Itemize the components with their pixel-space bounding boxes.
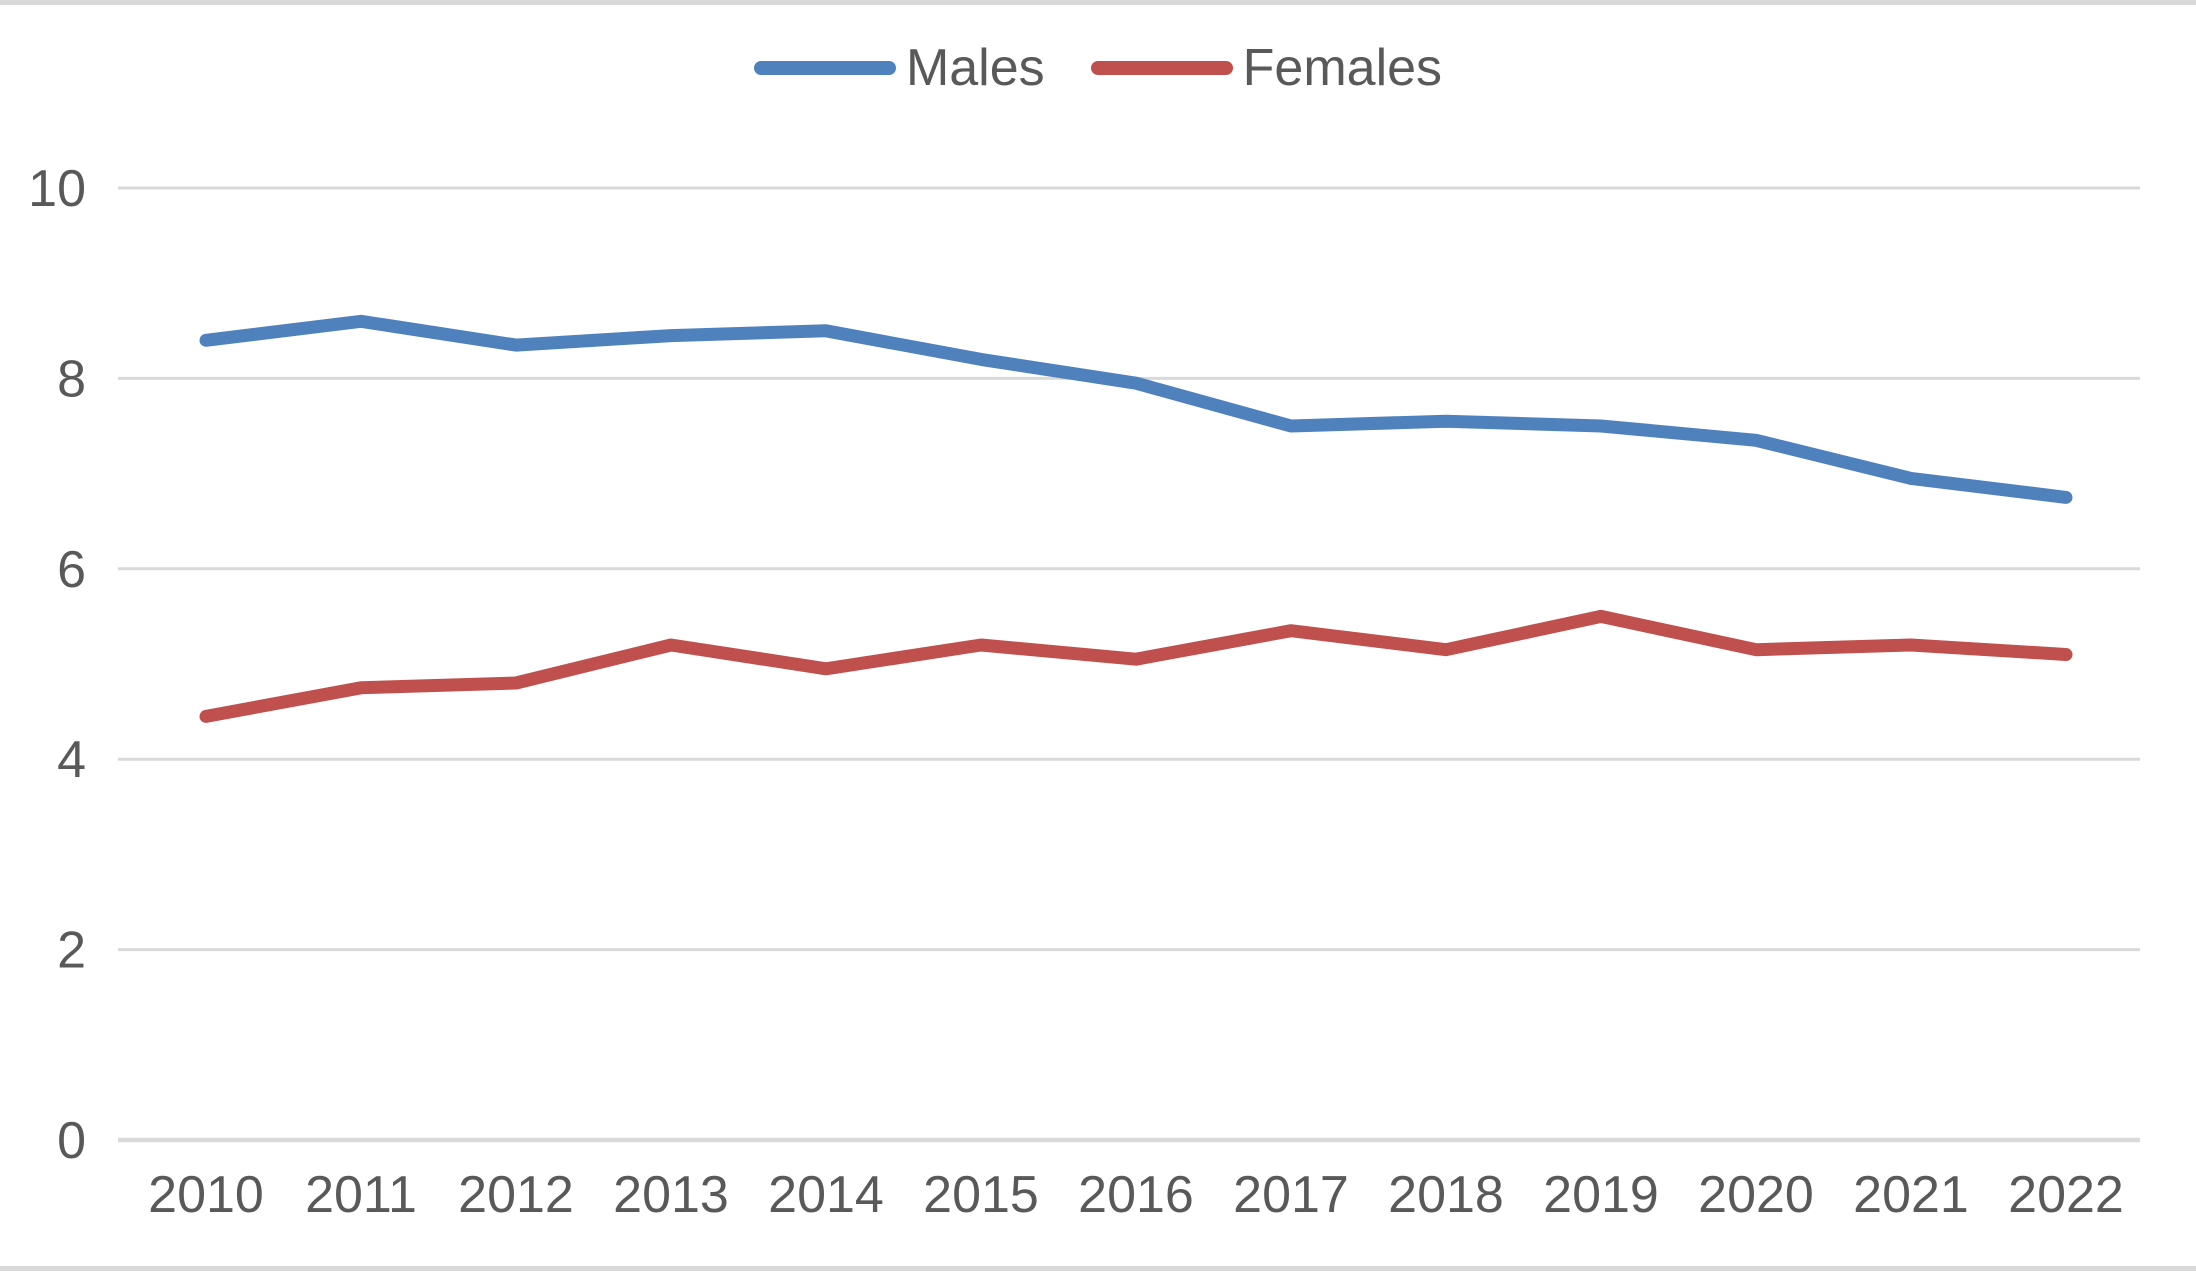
x-tick-label: 2022 xyxy=(2008,1166,2124,1224)
females-line-swatch xyxy=(1090,61,1233,75)
y-tick-label: 10 xyxy=(28,160,86,218)
y-tick-label: 6 xyxy=(57,541,86,599)
y-tick-label: 8 xyxy=(57,350,86,408)
x-tick-label: 2021 xyxy=(1853,1166,1969,1224)
x-tick-label: 2019 xyxy=(1543,1166,1659,1224)
x-tick-label: 2013 xyxy=(613,1166,729,1224)
males-line-swatch xyxy=(753,61,896,75)
chart-legend: Males Females xyxy=(0,42,2196,94)
x-tick-label: 2010 xyxy=(148,1166,264,1224)
y-tick-label: 2 xyxy=(57,922,86,980)
x-tick-label: 2020 xyxy=(1698,1166,1814,1224)
y-tick-label: 0 xyxy=(57,1112,86,1170)
x-tick-label: 2014 xyxy=(768,1166,884,1224)
series-line-males xyxy=(199,314,2073,504)
legend-label-males: Males xyxy=(905,39,1045,97)
x-tick-label: 2016 xyxy=(1078,1166,1194,1224)
x-tick-label: 2018 xyxy=(1388,1166,1504,1224)
window-edge-bottom xyxy=(0,1266,2196,1271)
x-tick-label: 2012 xyxy=(458,1166,574,1224)
legend-item-females: Females xyxy=(1090,39,1443,97)
legend-label-females: Females xyxy=(1242,39,1443,97)
series-line-females xyxy=(199,609,2073,723)
x-tick-label: 2015 xyxy=(923,1166,1039,1224)
window-edge-top xyxy=(0,0,2196,5)
legend-item-males: Males xyxy=(753,39,1045,97)
x-tick-label: 2017 xyxy=(1233,1166,1349,1224)
y-tick-label: 4 xyxy=(57,731,86,789)
x-tick-label: 2011 xyxy=(305,1166,417,1224)
